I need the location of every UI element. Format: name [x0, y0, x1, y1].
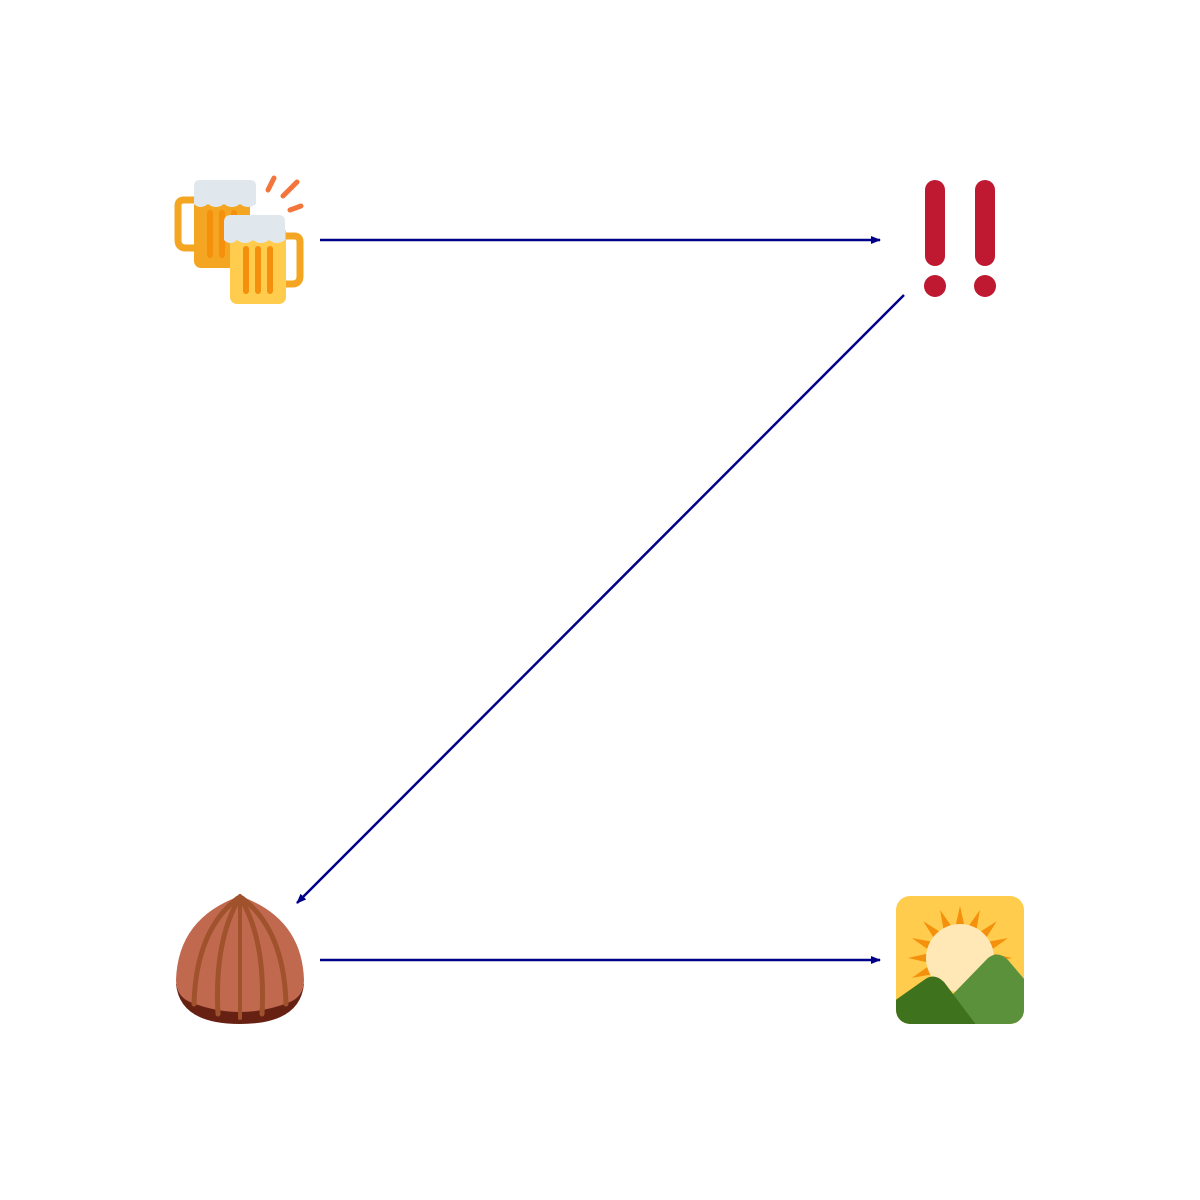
double-exclamation-mark-icon	[924, 180, 996, 297]
sun-ray	[911, 967, 931, 978]
edge-exclamation-to-chestnut	[296, 294, 905, 904]
sun-ray	[955, 906, 965, 925]
sun-ray	[969, 909, 980, 929]
sun-ray	[911, 938, 931, 949]
sunrise-over-mountains-icon	[896, 896, 1024, 1024]
chestnut-icon	[176, 894, 304, 1024]
sun-ray	[923, 921, 940, 938]
sun-ray	[940, 909, 951, 929]
sun-ray	[908, 953, 927, 963]
sun-ray	[989, 938, 1009, 949]
sun-ray	[980, 921, 997, 938]
clinking-beer-mugs-icon	[174, 175, 304, 304]
